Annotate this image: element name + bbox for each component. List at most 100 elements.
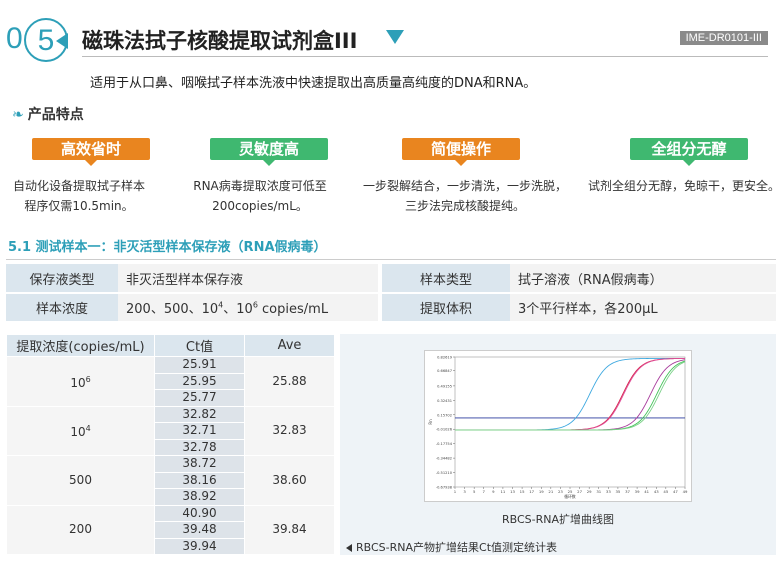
info-value-concentration: 200、500、104、106 copies/mL	[118, 293, 378, 323]
dna-icon: ❧	[12, 107, 24, 123]
x-tick-label: 7	[483, 489, 486, 494]
ct-value-cell: 38.16	[154, 471, 245, 489]
table-row: 保存液类型 非灭活型样本保存液 样本类型 拭子溶液（RNA假病毒）	[6, 264, 776, 294]
concentration-cell: 106	[6, 356, 155, 407]
y-tick-label: -0.34482	[436, 457, 452, 461]
ct-value-cell: 25.91	[154, 356, 245, 374]
ct-value-cell: 40.90	[154, 504, 245, 522]
y-tick-label: -0.51210	[436, 471, 453, 475]
table-row: 样本浓度 200、500、104、106 copies/mL 提取体积 3个平行…	[6, 293, 776, 323]
product-subtitle: 适用于从口鼻、咽喉拭子样本洗液中快速提取出高质量高纯度的DNA和RNA。	[90, 76, 537, 91]
x-tick-label: 19	[539, 489, 544, 494]
table-row: 500 38.72 38.60	[6, 455, 335, 506]
product-code-badge: IME-DR0101-III	[679, 31, 768, 45]
feature-desc-line: RNA病毒提取浓度可低至	[193, 179, 327, 193]
table-row: 32.78	[7, 438, 335, 456]
table-row: 39.94	[7, 537, 335, 555]
ct-value-cell: 39.48	[154, 521, 245, 539]
table-row: 25.95	[7, 372, 335, 390]
ct-value-cell: 32.82	[154, 405, 245, 423]
x-tick-label: 35	[615, 489, 620, 494]
x-tick-label: 27	[577, 489, 582, 494]
chart-caption: RBCS-RNA扩增曲线图	[501, 513, 615, 526]
x-tick-label: 31	[596, 489, 601, 494]
y-axis-label: Rn	[428, 419, 433, 425]
x-tick-label: 43	[654, 489, 659, 494]
x-tick-label: 45	[663, 489, 668, 494]
feature-desc-line: 程序仅需10.5min。	[24, 199, 134, 213]
x-tick-label: 37	[625, 489, 630, 494]
sample-info-table: 保存液类型 非灭活型样本保存液 样本类型 拭子溶液（RNA假病毒） 样本浓度 2…	[6, 264, 776, 323]
y-tick-label: 0.66847	[437, 369, 452, 373]
header-divider	[82, 56, 768, 57]
ct-value-cell: 32.71	[154, 422, 245, 440]
y-tick-label: -0.01026	[436, 428, 453, 432]
table-row: 39.48	[7, 521, 335, 539]
ct-value-cell: 25.95	[154, 372, 245, 390]
concentration-cell: 104	[6, 405, 155, 456]
y-tick-label: -0.17754	[436, 442, 453, 446]
y-tick-label: 0.15702	[437, 413, 452, 417]
y-tick-label: 0.82619	[437, 356, 453, 360]
x-tick-label: 1	[454, 489, 457, 494]
x-tick-label: 13	[510, 489, 515, 494]
caption-arrow-icon	[346, 544, 352, 552]
title-triangle-icon	[386, 30, 404, 44]
ct-value-cell: 32.78	[154, 438, 245, 456]
column-header: Ave	[244, 334, 335, 357]
ct-value-cell: 38.72	[154, 455, 245, 473]
info-label: 保存液类型	[6, 264, 118, 294]
section-number-pointer-icon	[56, 33, 68, 49]
concentration-cell: 200	[6, 504, 155, 555]
feature-desc-line: 自动化设备提取拭子样本	[12, 179, 145, 193]
x-tick-label: 23	[558, 489, 563, 494]
y-tick-label: 0.32431	[437, 399, 452, 403]
section-divider	[6, 259, 776, 260]
column-header: 提取浓度(copies/mL)	[6, 334, 155, 357]
feature-desc-simple: 一步裂解结合，一步清洗，一步洗脱， 三步法完成核酸提纯。	[360, 176, 570, 216]
info-label: 提取体积	[382, 293, 510, 323]
info-label: 样本类型	[382, 264, 510, 294]
concentration-cell: 500	[6, 455, 155, 506]
x-tick-label: 29	[587, 489, 592, 494]
x-tick-label: 3	[463, 489, 466, 494]
x-tick-label: 33	[606, 489, 611, 494]
x-tick-label: 39	[635, 489, 640, 494]
ct-value-cell: 39.94	[154, 537, 245, 555]
chart-panel: 0.82619 0.66847 0.49155 0.32431 0.15702 -0.01…	[340, 334, 776, 555]
info-value: 非灭活型样本保存液	[118, 264, 378, 294]
feature-badge-simple: 简便操作	[402, 138, 520, 166]
x-axis-label: 循环数	[564, 494, 576, 499]
x-tick-label: 49	[683, 489, 688, 494]
plot-area	[454, 356, 686, 488]
x-tick-label: 11	[500, 489, 505, 494]
feature-desc-sensitive: RNA病毒提取浓度可低至 200copies/mL。	[180, 176, 340, 216]
table-caption: RBCS-RNA产物扩增结果Ct值测定统计表	[346, 539, 557, 555]
y-tick-label: 0.49155	[437, 384, 452, 388]
average-cell: 25.88	[244, 356, 335, 407]
section-title: 5.1 测试样本一：非灭活型样本保存液（RNA假病毒）	[8, 240, 327, 255]
x-tick-label: 25	[568, 489, 573, 494]
column-header: Ct值	[154, 334, 245, 357]
ct-value-cell: 25.77	[154, 389, 245, 407]
average-cell: 38.60	[244, 455, 335, 506]
feature-badge-alcohol-free: 全组分无醇	[630, 138, 748, 166]
x-tick-label: 15	[520, 489, 525, 494]
feature-badge-sensitive: 灵敏度高	[210, 138, 328, 166]
feature-desc-line: 一步裂解结合，一步清洗，一步洗脱，	[362, 179, 567, 193]
section-number-prefix: 0	[6, 22, 23, 55]
feature-badge-efficient: 高效省时	[32, 138, 150, 166]
table-row: 104 32.82 32.83	[6, 405, 335, 456]
x-tick-label: 17	[529, 489, 534, 494]
amplification-chart-svg: 0.82619 0.66847 0.49155 0.32431 0.15702 -0.01…	[428, 356, 688, 500]
table-row: 38.92	[7, 488, 335, 506]
table-header-row: 提取浓度(copies/mL) Ct值 Ave	[6, 334, 335, 357]
average-cell: 39.84	[244, 504, 335, 555]
features-heading: ❧ 产品特点	[12, 104, 84, 124]
feature-desc-line: 三步法完成核酸提纯。	[404, 199, 525, 213]
table-row: 106 25.91 25.88	[6, 356, 335, 407]
product-title: 磁珠法拭子核酸提取试剂盒III	[82, 29, 358, 53]
x-tick-label: 5	[473, 489, 476, 494]
info-value: 3个平行样本，各200µL	[510, 293, 776, 323]
feature-desc-alcohol-free: 试剂全组分无醇，免晾干，更安全。	[586, 176, 782, 196]
